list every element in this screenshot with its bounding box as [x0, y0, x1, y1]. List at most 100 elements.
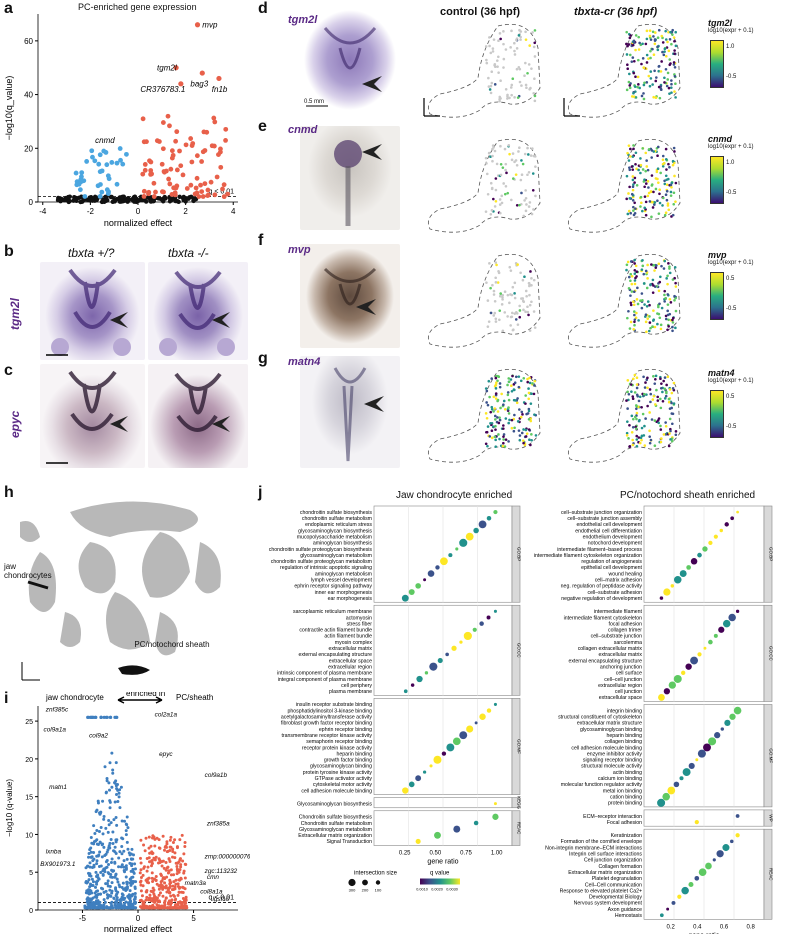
cell-spot — [666, 303, 670, 306]
cell-spot — [650, 215, 653, 219]
cell-spot — [643, 392, 646, 396]
embryo-photo-c1 — [40, 364, 145, 468]
cell-spot — [524, 428, 528, 432]
cell-spot — [652, 95, 655, 99]
cell-spot — [665, 198, 669, 202]
cell-spot — [485, 172, 489, 176]
point-jaw — [99, 189, 105, 195]
point-jaw — [114, 160, 120, 166]
point-jaw — [121, 837, 125, 841]
point-jaw — [133, 862, 137, 866]
cell-spot — [644, 381, 647, 384]
cell-spot — [491, 144, 495, 147]
cell-spot — [669, 429, 672, 433]
cell-spot — [656, 154, 659, 157]
term-label: extracellular matrix — [328, 646, 372, 652]
point-pc — [199, 159, 205, 164]
cell-spot — [496, 65, 499, 68]
term-dot — [714, 732, 721, 739]
cell-spot — [498, 418, 502, 422]
term-label: insulin receptor substrate binding — [296, 702, 372, 708]
point-jaw — [114, 815, 118, 819]
term-dot — [694, 876, 700, 881]
point-jaw — [117, 146, 123, 151]
cell-spot — [489, 311, 493, 315]
cell-spot — [628, 445, 631, 448]
point-pc — [138, 856, 142, 860]
point-jaw — [114, 784, 118, 788]
term-label: acetylgalactosaminyltransferase activity — [281, 715, 373, 721]
cell-spot — [658, 201, 662, 205]
point-ns — [110, 199, 115, 205]
cell-spot — [627, 80, 631, 84]
j-title-left: Jaw chondrocyte enriched — [396, 490, 513, 501]
gene-label: znf385a — [206, 820, 230, 827]
facet-strip — [763, 604, 773, 702]
point-jaw — [112, 849, 116, 853]
cell-spot — [659, 327, 663, 331]
point-pc — [157, 846, 161, 850]
term-dot — [415, 583, 421, 589]
point-pc — [164, 868, 168, 872]
cell-spot — [629, 155, 632, 158]
cell-spot — [674, 433, 678, 437]
point-pc — [176, 885, 180, 889]
cell-spot — [502, 438, 505, 441]
cell-spot — [643, 81, 646, 85]
cell-spot — [532, 45, 536, 49]
point-pc — [206, 192, 211, 198]
cell-spot — [629, 301, 633, 305]
point-pc — [212, 119, 218, 125]
cell-spot — [646, 404, 649, 408]
cell-spot — [497, 269, 500, 273]
cell-spot — [626, 379, 630, 382]
point-jaw — [131, 867, 135, 871]
cell-spot — [529, 419, 533, 423]
cell-spot — [668, 432, 671, 435]
legend-mvp: mvp log10(expr + 0.1) 0.5 -0.5 — [708, 250, 754, 320]
point-pc — [212, 192, 218, 198]
cell-spot — [637, 35, 641, 39]
cell-spot — [485, 416, 489, 420]
point-jaw — [97, 169, 103, 175]
term-label: Signal Transduction — [326, 839, 372, 845]
point-pc — [160, 904, 164, 908]
cell-spot — [644, 169, 647, 173]
point-pc — [179, 863, 183, 867]
point-jaw — [87, 855, 91, 859]
cell-spot — [636, 75, 640, 79]
point-pc — [138, 905, 142, 909]
point-jaw — [124, 886, 128, 890]
facet-strip-label: REAC — [517, 822, 522, 835]
umap-clusters — [20, 501, 221, 656]
point-jaw — [103, 906, 107, 910]
cell-spot — [663, 213, 667, 217]
cell-spot — [514, 310, 518, 314]
threshold-label: q < 0.01 — [209, 894, 235, 901]
cell-spot — [490, 209, 494, 212]
term-label: intermediate filament–based process — [557, 547, 642, 553]
cell-spot — [672, 402, 676, 405]
x-tick-label: 1.00 — [491, 851, 503, 857]
point-pc — [169, 881, 173, 885]
point-jaw — [111, 768, 115, 772]
cell-spot — [533, 99, 537, 103]
cell-spot — [649, 70, 653, 73]
term-label: chondroitin sulfate proteoglycan metabol… — [271, 559, 372, 565]
cell-spot — [527, 63, 531, 66]
cell-spot — [664, 211, 668, 214]
term-label: heparin binding — [337, 751, 373, 757]
cell-spot — [654, 266, 658, 269]
cell-spot — [510, 93, 513, 97]
cell-spot — [527, 205, 531, 208]
cell-spot — [518, 434, 522, 437]
cell-spot — [669, 190, 673, 194]
cell-spot — [670, 82, 673, 86]
point-jaw — [99, 903, 103, 907]
point-jaw — [130, 847, 134, 851]
y-tick-label: 40 — [24, 91, 33, 100]
term-dot — [681, 886, 689, 895]
cell-spot — [641, 57, 645, 60]
cell-spot — [635, 311, 638, 315]
cell-spot — [628, 36, 632, 40]
